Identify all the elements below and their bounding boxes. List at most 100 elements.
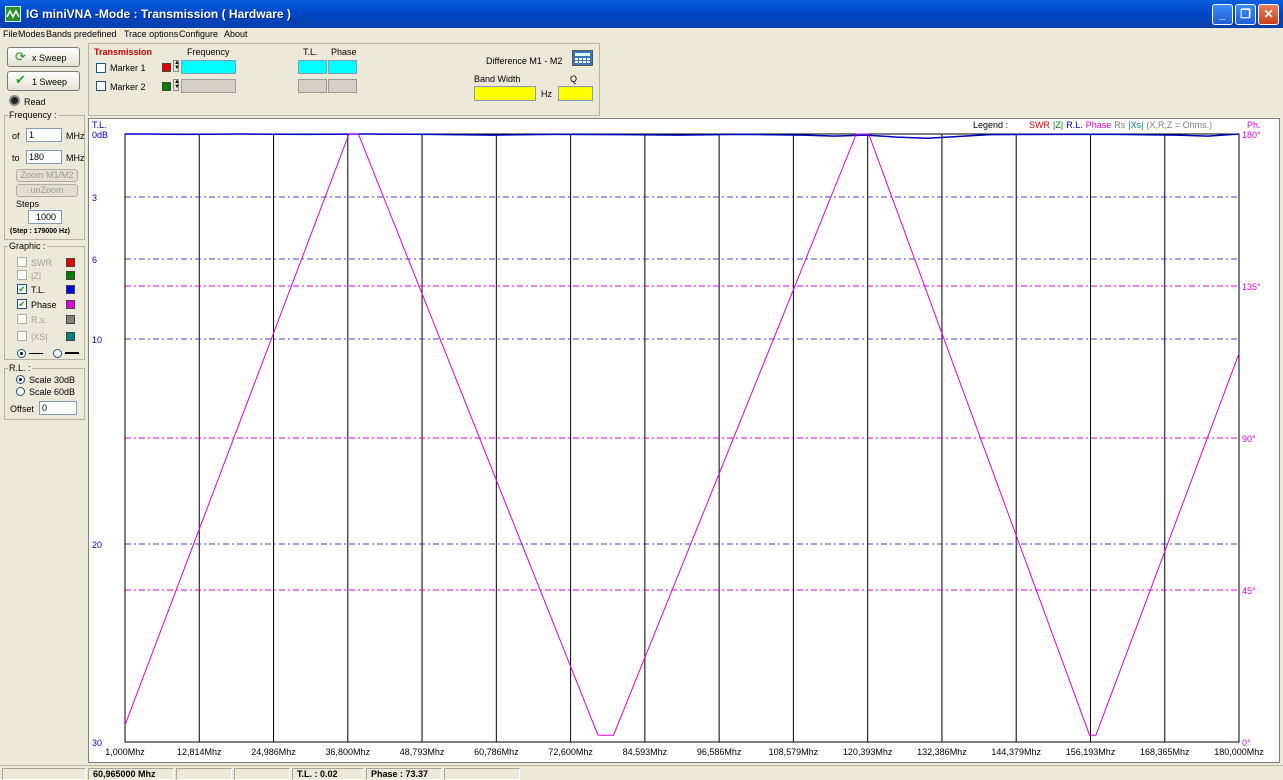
- z-checkbox[interactable]: [17, 270, 27, 280]
- stop-mhz-label: MHz: [66, 153, 85, 163]
- minimize-button[interactable]: _: [1212, 4, 1233, 25]
- phase-checkbox[interactable]: ✔: [17, 299, 27, 309]
- legend-item: (X,R,Z = Ohms.): [1146, 120, 1213, 130]
- tl-color-swatch[interactable]: [66, 285, 75, 294]
- status-empty-1: [2, 768, 86, 780]
- close-button[interactable]: ✕: [1258, 4, 1279, 25]
- start-frequency-input[interactable]: 1: [26, 128, 62, 142]
- rl-group: [4, 368, 85, 420]
- marker2-phase-field[interactable]: [328, 79, 357, 93]
- chart-area[interactable]: 1,000Mhz 12,814Mhz 24,986Mhz 36,800Mhz 48,79…: [88, 118, 1280, 763]
- rs-checkbox[interactable]: [17, 314, 27, 324]
- stop-frequency-input[interactable]: 180: [26, 150, 62, 164]
- marker2-checkbox[interactable]: [96, 81, 106, 91]
- transmission-label: Transmission: [94, 47, 153, 57]
- x-tick-label: 24,986Mhz: [251, 747, 296, 757]
- x-tick-label: 72,600Mhz: [548, 747, 593, 757]
- scale-60db-label: Scale 60dB: [29, 387, 76, 397]
- xs-checkbox[interactable]: [17, 331, 27, 341]
- phase-column-label: Phase: [331, 47, 357, 57]
- of-label: of: [12, 131, 20, 141]
- thick-line-icon: [65, 352, 79, 354]
- menu-about[interactable]: About: [224, 29, 248, 39]
- tl-tick-label: 6: [92, 255, 97, 265]
- calculator-icon: [575, 53, 590, 63]
- tl-tick-label: 3: [92, 193, 97, 203]
- x-tick-label: 48,793Mhz: [400, 747, 445, 757]
- line-style-thin-radio[interactable]: [17, 349, 26, 358]
- scale-30db-radio[interactable]: [16, 375, 25, 384]
- to-label: to: [12, 153, 20, 163]
- x-sweep-button[interactable]: ⟳ x Sweep: [7, 47, 80, 67]
- status-empty-2: [176, 768, 232, 780]
- legend-item: Rs: [1114, 120, 1126, 130]
- menu-configure[interactable]: Configure: [179, 29, 219, 39]
- menu-modes[interactable]: Modes: [18, 29, 46, 39]
- one-sweep-button[interactable]: ✔ 1 Sweep: [7, 71, 80, 91]
- menu-bands-predefined[interactable]: Bands predefined: [46, 29, 117, 39]
- menu-file[interactable]: File: [3, 29, 18, 39]
- menu-bar: File Modes Bands predefined Trace option…: [0, 28, 1283, 41]
- phase-tick-label: 90°: [1242, 434, 1256, 444]
- zoom-m1m2-button[interactable]: Zoom M1/M2: [16, 169, 78, 182]
- swr-checkbox[interactable]: [17, 257, 27, 267]
- offset-input[interactable]: 0: [39, 401, 77, 415]
- legend-item: Phase: [1085, 120, 1112, 130]
- read-label: Read: [24, 97, 46, 107]
- x-tick-label: 168,365Mhz: [1140, 747, 1190, 757]
- status-bar: 60,965000 Mhz T.L. : 0.02 Phase : 73.37: [0, 765, 1283, 780]
- line-style-thick-radio[interactable]: [53, 349, 62, 358]
- rs-color-swatch[interactable]: [66, 315, 75, 324]
- scale-60db-radio[interactable]: [16, 387, 25, 396]
- x-tick-label: 1,000Mhz: [105, 747, 145, 757]
- chart-plot: 1,000Mhz 12,814Mhz 24,986Mhz 36,800Mhz 48,79…: [92, 130, 1264, 757]
- bandwidth-field[interactable]: [474, 86, 536, 101]
- z-color-swatch[interactable]: [66, 271, 75, 280]
- x-tick-label: 12,814Mhz: [177, 747, 222, 757]
- status-empty-4: [444, 768, 520, 780]
- app-icon: [5, 6, 21, 22]
- xs-color-swatch[interactable]: [66, 332, 75, 341]
- marker2-spinner[interactable]: ▲ ▼: [173, 79, 180, 91]
- phase-color-swatch[interactable]: [66, 300, 75, 309]
- x-tick-label: 120,393Mhz: [843, 747, 893, 757]
- start-mhz-label: MHz: [66, 131, 85, 141]
- marker2-tl-field[interactable]: [298, 79, 327, 93]
- marker1-spinner[interactable]: ▲ ▼: [173, 60, 180, 72]
- calculator-button[interactable]: [572, 50, 593, 66]
- difference-label: Difference M1 - M2: [486, 56, 563, 66]
- tl-column-label: T.L.: [303, 47, 318, 57]
- tl-checkbox[interactable]: ✔: [17, 284, 27, 294]
- status-frequency: 60,965000 Mhz: [88, 768, 174, 780]
- marker2-frequency-field[interactable]: [181, 79, 236, 93]
- q-label: Q: [570, 74, 578, 84]
- marker1-color-swatch[interactable]: [162, 63, 171, 72]
- legend-item: SWR: [1029, 120, 1050, 130]
- marker1-checkbox[interactable]: [96, 63, 106, 73]
- marker1-frequency-field[interactable]: [181, 60, 236, 74]
- tl-tick-label: 0dB: [92, 130, 108, 140]
- thin-line-icon: [29, 353, 43, 354]
- legend-item: |Z|: [1053, 120, 1064, 130]
- bandwidth-label: Band Width: [474, 74, 521, 84]
- marker1-phase-field[interactable]: [328, 60, 357, 74]
- right-axis-title: Ph.: [1247, 120, 1261, 130]
- phase-tick-label: 45°: [1242, 586, 1256, 596]
- x-tick-label: 180,000Mhz: [1214, 747, 1264, 757]
- status-phase: Phase : 73.37: [366, 768, 442, 780]
- q-field[interactable]: [558, 86, 593, 101]
- window-title: IG miniVNA -Mode : Transmission ( Hardwa…: [26, 7, 291, 21]
- marker1-tl-field[interactable]: [298, 60, 327, 74]
- steps-input[interactable]: 1000: [28, 210, 62, 224]
- maximize-button[interactable]: ❐: [1235, 4, 1256, 25]
- scale-30db-label: Scale 30dB: [29, 375, 76, 385]
- unzoom-button[interactable]: unZoom: [16, 184, 78, 197]
- menu-trace-options[interactable]: Trace options: [124, 29, 179, 39]
- read-led-icon: [9, 95, 20, 106]
- title-bar: IG miniVNA -Mode : Transmission ( Hardwa…: [0, 0, 1283, 28]
- x-tick-label: 60,786Mhz: [474, 747, 519, 757]
- x-tick-label: 96,586Mhz: [697, 747, 742, 757]
- marker2-color-swatch[interactable]: [162, 82, 171, 91]
- swr-color-swatch[interactable]: [66, 258, 75, 267]
- frequency-group-label: Frequency :: [8, 110, 58, 120]
